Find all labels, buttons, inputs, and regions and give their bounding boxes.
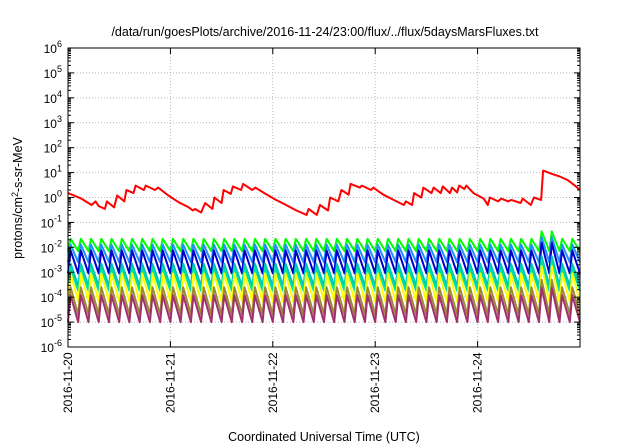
series-line-1 — [67, 169, 581, 216]
y-tick-label: 10-5 — [41, 313, 62, 330]
series-line-7 — [67, 264, 581, 303]
y-tick-label: 10-1 — [41, 213, 62, 230]
series-line-2 — [67, 230, 581, 253]
x-axis-label: Coordinated Universal Time (UTC) — [228, 430, 420, 444]
y-tick-label: 103 — [44, 114, 62, 131]
y-axis-label-sup: 2 — [10, 192, 20, 197]
series-lines — [67, 169, 581, 324]
x-tick-label: 2016-11-21 — [163, 352, 177, 413]
chart-title: /data/run/goesPlots/archive/2016-11-24/2… — [111, 25, 539, 39]
y-tick-label: 104 — [44, 89, 62, 106]
y-axis-label-rest: -s-sr-MeV — [11, 136, 25, 192]
y-tick-label: 10-4 — [41, 288, 62, 305]
series-line-4 — [67, 241, 581, 275]
x-tick-label: 2016-11-22 — [266, 352, 280, 413]
y-axis-label-base: protons/cm — [11, 197, 25, 259]
x-tick-label: 2016-11-23 — [368, 352, 382, 413]
y-tick-label: 106 — [44, 39, 62, 56]
y-tick-label: 101 — [44, 164, 62, 181]
y-tick-label: 105 — [44, 64, 62, 81]
series-line-9 — [67, 286, 581, 324]
x-tick-label: 2016-11-20 — [61, 352, 75, 413]
y-axis-label: protons/cm2-s-sr-MeV — [10, 136, 25, 258]
y-tick-label: 10-3 — [41, 263, 62, 280]
y-tick-label: 100 — [44, 189, 62, 206]
y-tick-label: 10-6 — [41, 338, 62, 355]
x-tick-label: 2016-11-24 — [471, 352, 485, 413]
x-axis-ticks: 2016-11-20 2016-11-21 2016-11-22 2016-11-23… — [61, 48, 485, 413]
y-tick-label: 102 — [44, 139, 62, 156]
y-axis-ticks: 106 105 104 103 102 101 100 10-1 10-2 10-3 10-4 10-… — [41, 39, 580, 355]
y-tick-label: 10-2 — [41, 238, 62, 255]
